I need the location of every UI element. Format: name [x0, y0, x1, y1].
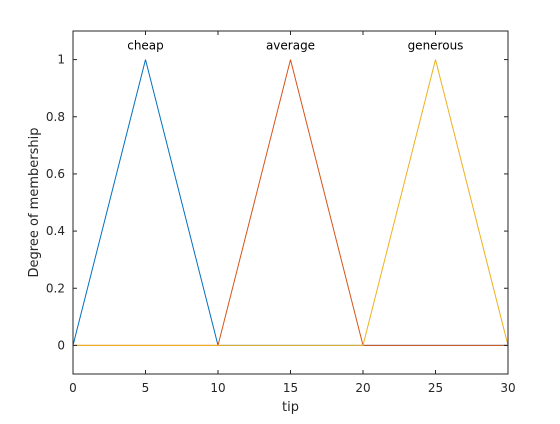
- annotation-layer: cheap average generous: [127, 39, 463, 53]
- annotation-label-generous: generous: [408, 39, 464, 53]
- x-tick-label: 0: [69, 381, 77, 395]
- y-tick-label: 0.8: [46, 110, 65, 124]
- x-axis-label: tip: [282, 400, 299, 415]
- y-axis-ticks: 0 0.2 0.4 0.6 0.8 1: [46, 53, 508, 352]
- y-tick-label: 0.4: [46, 224, 65, 238]
- series-line-generous: [73, 59, 509, 346]
- y-tick-label: 0: [57, 338, 65, 352]
- x-tick-label: 15: [283, 381, 298, 395]
- plot-area: [73, 31, 508, 374]
- x-tick-label: 5: [142, 381, 150, 395]
- series-layer: [72, 59, 509, 346]
- y-tick-label: 1: [57, 53, 65, 67]
- x-tick-label: 25: [428, 381, 443, 395]
- annotation-label-average: average: [266, 39, 315, 53]
- x-axis-ticks: 0 5 10 15 20 25 30: [69, 31, 516, 395]
- x-tick-label: 20: [355, 381, 370, 395]
- y-tick-label: 0.2: [46, 281, 65, 295]
- x-tick-label: 10: [210, 381, 225, 395]
- annotation-label-cheap: cheap: [127, 39, 164, 53]
- x-tick-label: 30: [500, 381, 515, 395]
- y-axis-label: Degree of membership: [27, 128, 42, 278]
- y-tick-label: 0.6: [46, 167, 65, 181]
